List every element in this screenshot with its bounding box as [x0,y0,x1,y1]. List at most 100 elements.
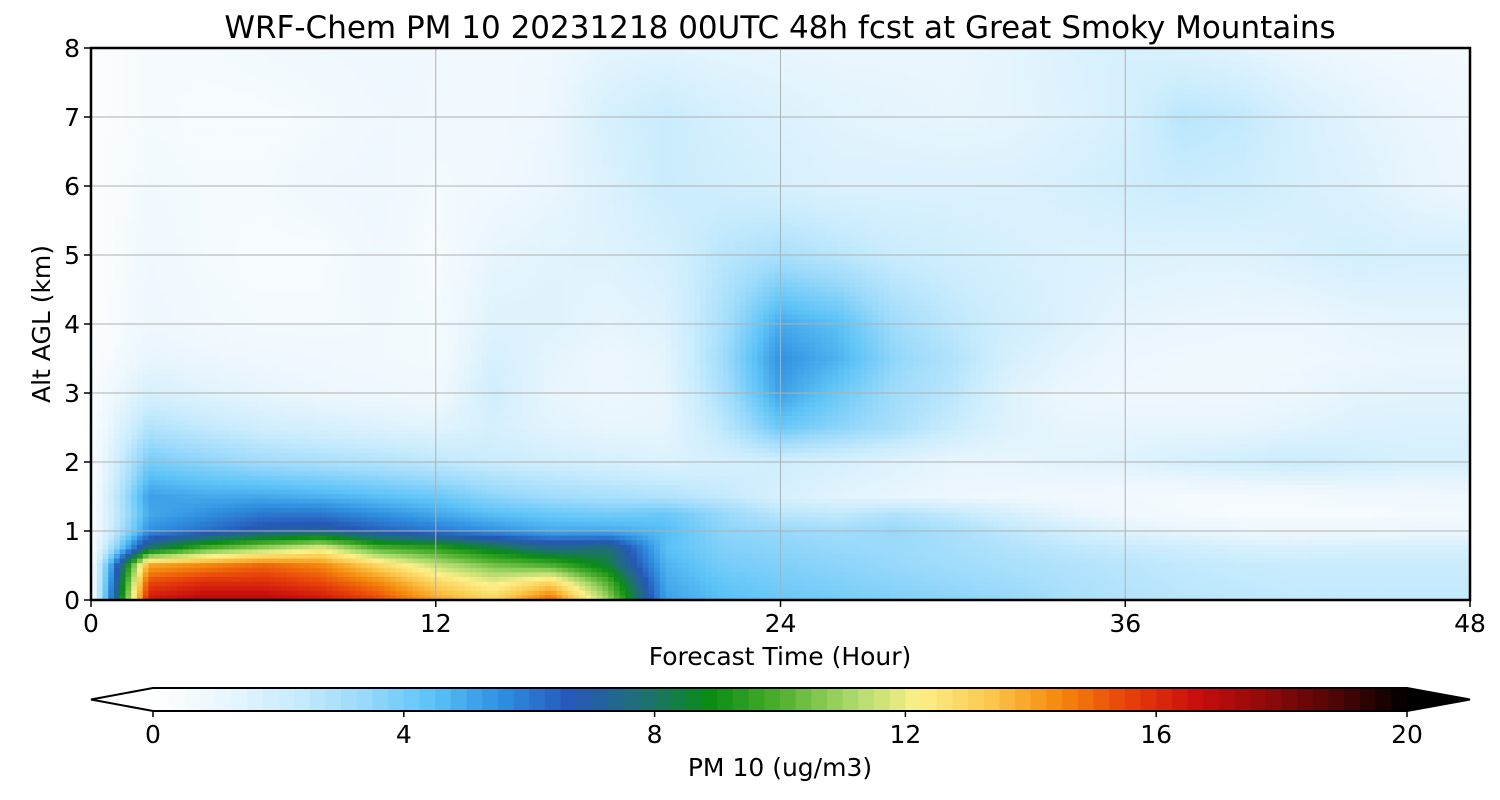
heatmap-cell [1349,71,1355,76]
heatmap-cell [424,108,430,113]
heatmap-cell [1309,89,1315,94]
heatmap-cell [1005,76,1011,81]
heatmap-cell [1200,85,1206,90]
heatmap-cell [1315,103,1321,108]
heatmap-cell [246,99,252,104]
heatmap-cell [798,103,804,108]
heatmap-cell [533,62,539,67]
heatmap-cell [442,71,448,76]
heatmap-cell [970,57,976,62]
heatmap-cell [1436,53,1442,58]
heatmap-cell [809,71,815,76]
heatmap-cell [373,62,379,67]
heatmap-cell [1430,103,1436,108]
heatmap-cell [1390,80,1396,85]
heatmap-cell [125,89,131,94]
heatmap-cell [781,94,787,99]
heatmap-cell [275,71,281,76]
heatmap-cell [959,108,965,113]
heatmap-cell [137,76,143,81]
heatmap-cell [1378,85,1384,90]
heatmap-cell [964,53,970,58]
heatmap-cell [1269,66,1275,71]
heatmap-cell [579,57,585,62]
heatmap-cell [562,53,568,58]
heatmap-cell [918,71,924,76]
heatmap-cell [505,76,511,81]
heatmap-cell [551,76,557,81]
heatmap-cell [1349,99,1355,104]
heatmap-cell [913,99,919,104]
heatmap-cell [838,103,844,108]
heatmap-cell [344,99,350,104]
heatmap-cell [620,57,626,62]
heatmap-cell [413,57,419,62]
heatmap-cell [895,57,901,62]
heatmap-cell [212,62,218,67]
heatmap-cell [861,62,867,67]
heatmap-cell [786,66,792,71]
heatmap-cell [1349,89,1355,94]
heatmap-cell [177,57,183,62]
heatmap-cell [212,103,218,108]
heatmap-cell [752,66,758,71]
heatmap-cell [832,76,838,81]
heatmap-cell [930,66,936,71]
heatmap-cell [993,99,999,104]
heatmap-cell [844,62,850,67]
heatmap-cell [493,71,499,76]
heatmap-cell [1045,80,1051,85]
heatmap-cell [671,76,677,81]
heatmap-cell [378,62,384,67]
heatmap-cell [217,71,223,76]
heatmap-cell [746,53,752,58]
heatmap-cell [1217,85,1223,90]
heatmap-cell [803,80,809,85]
heatmap-cell [597,71,603,76]
heatmap-cell [120,99,126,104]
heatmap-cell [378,108,384,113]
heatmap-cell [982,53,988,58]
heatmap-cell [1114,99,1120,104]
heatmap-cell [1102,66,1108,71]
heatmap-cell [918,66,924,71]
heatmap-cell [689,85,695,90]
heatmap-cell [1321,57,1327,62]
heatmap-cell [729,94,735,99]
heatmap-cell [1010,99,1016,104]
heatmap-cell [1257,89,1263,94]
heatmap-cell [1062,99,1068,104]
heatmap-cell [1039,89,1045,94]
heatmap-cell [1206,94,1212,99]
heatmap-cell [206,66,212,71]
heatmap-cell [154,99,160,104]
heatmap-cell [666,62,672,67]
heatmap-cell [735,85,741,90]
heatmap-cell [895,108,901,113]
heatmap-cell [907,108,913,113]
heatmap-cell [752,76,758,81]
heatmap-cell [1361,80,1367,85]
heatmap-cell [1160,99,1166,104]
heatmap-cell [631,99,637,104]
heatmap-cell [1234,71,1240,76]
heatmap-cell [936,57,942,62]
heatmap-cell [1154,71,1160,76]
heatmap-cell [367,66,373,71]
heatmap-cell [706,89,712,94]
heatmap-cell [1292,89,1298,94]
heatmap-cell [1298,80,1304,85]
heatmap-cell [493,53,499,58]
heatmap-cell [315,108,321,113]
heatmap-cell [826,53,832,58]
heatmap-cell [269,80,275,85]
heatmap-cell [758,53,764,58]
heatmap-cell [1430,66,1436,71]
heatmap-cell [223,76,229,81]
heatmap-cell [223,62,229,67]
heatmap-cell [229,71,235,76]
heatmap-cell [648,76,654,81]
heatmap-cell [177,62,183,67]
heatmap-cell [976,85,982,90]
heatmap-cell [1039,99,1045,104]
